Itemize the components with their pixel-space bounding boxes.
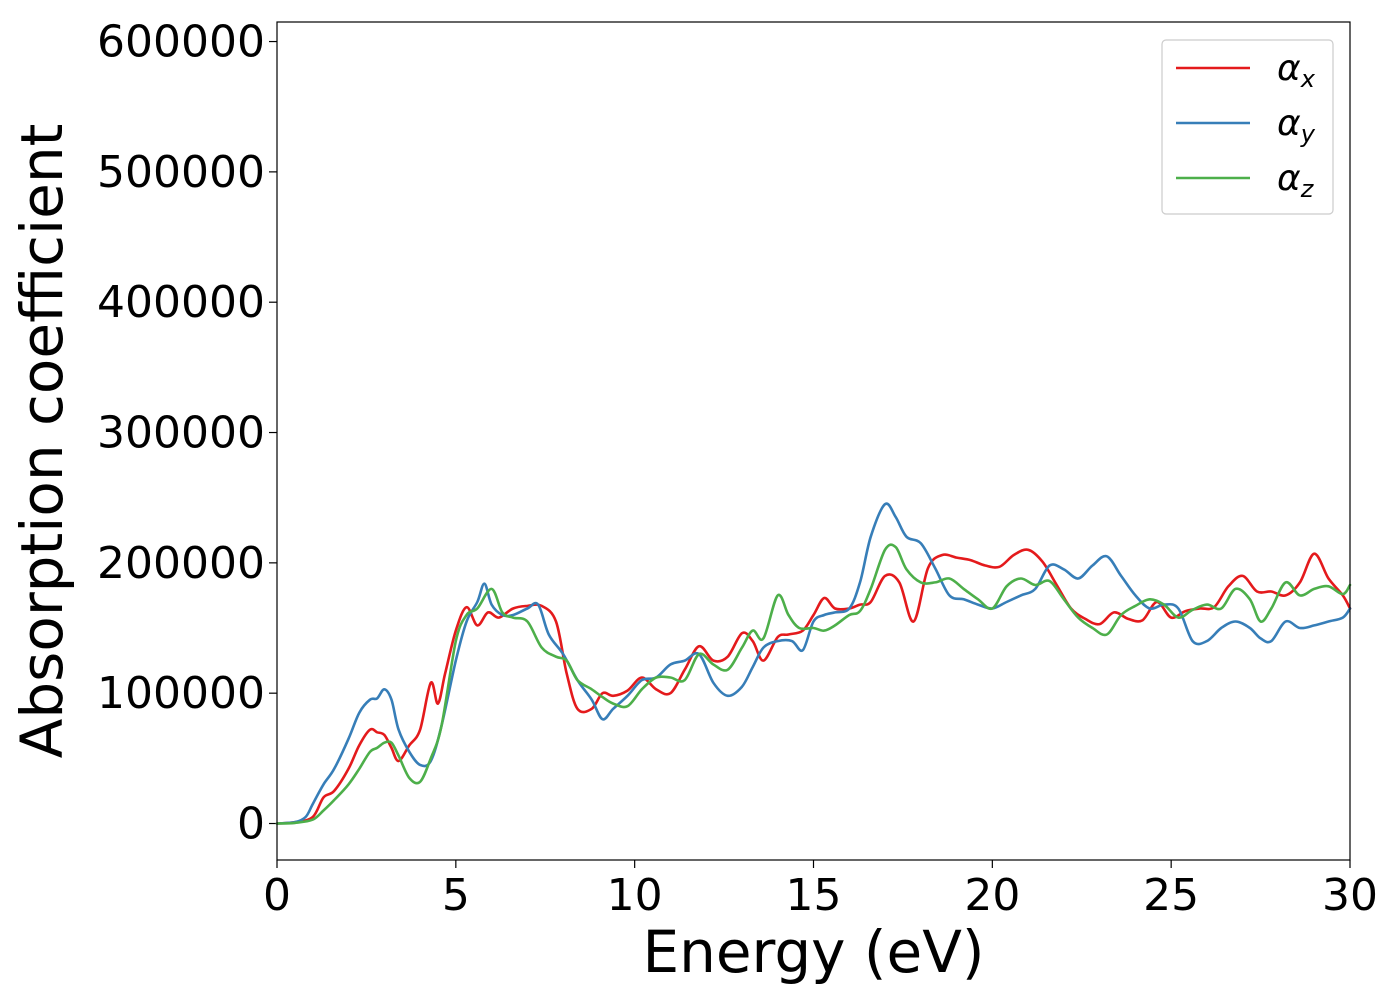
x-tick-label: 20: [964, 870, 1020, 921]
y-axis-title: Absorption coefficient: [8, 124, 76, 759]
x-tick-label: 25: [1143, 870, 1199, 921]
x-axis-ticks: 0 5 10 15 20 25 30: [263, 860, 1378, 921]
plot-frame: [276, 21, 1351, 861]
series-line-y: [275, 502, 1352, 825]
legend-box: [1161, 39, 1334, 215]
y-axis-ticks: 0 100000 200000 300000 400000 500000 600000: [97, 17, 277, 850]
legend-label-y: αy: [1277, 103, 1316, 148]
y-tick-label: 500000: [97, 147, 265, 198]
y-tick-label: 200000: [97, 538, 265, 589]
y-tick-label: 300000: [97, 408, 265, 459]
y-tick-label: 0: [237, 799, 265, 850]
x-tick-label: 15: [786, 870, 842, 921]
legend-label-x: αx: [1277, 48, 1316, 93]
y-tick-label: 100000: [97, 668, 265, 719]
x-tick-label: 30: [1322, 870, 1378, 921]
legend: αx αy αz: [1161, 39, 1334, 215]
y-tick-label: 400000: [97, 277, 265, 328]
series-line-z: [275, 543, 1352, 825]
legend-label-z: αz: [1277, 158, 1315, 203]
x-tick-label: 10: [607, 870, 663, 921]
series-line-x: [275, 548, 1352, 825]
x-tick-label: 0: [263, 870, 291, 921]
y-tick-label: 600000: [97, 17, 265, 68]
series-lines: [275, 502, 1352, 825]
x-axis-title: Energy (eV): [642, 918, 984, 986]
x-tick-label: 5: [442, 870, 470, 921]
